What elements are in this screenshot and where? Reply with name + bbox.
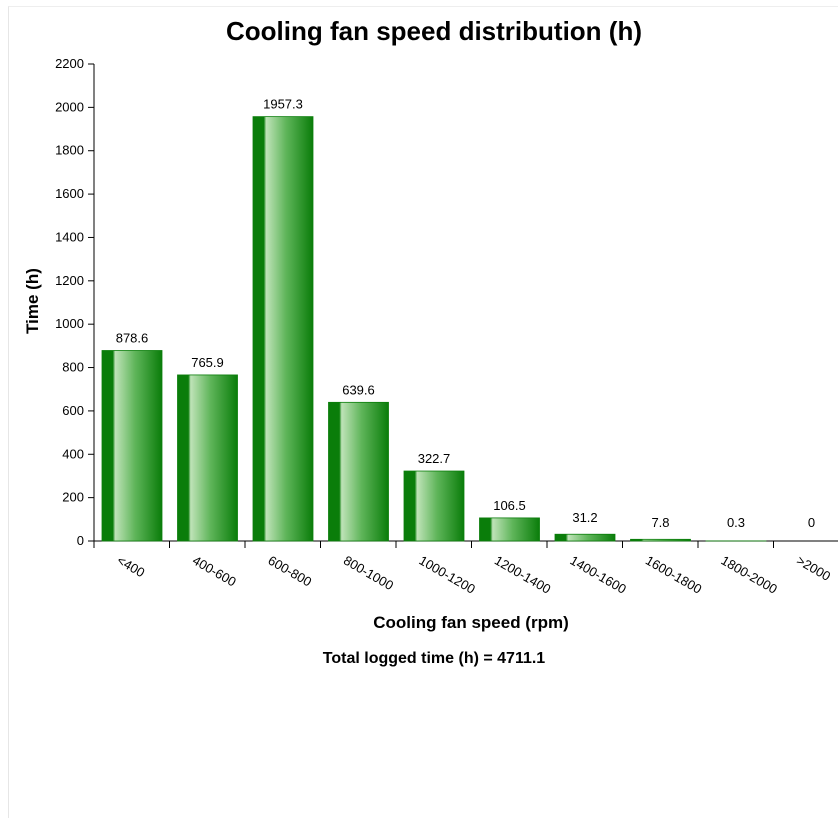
y-tick-label: 2000 [55,99,84,114]
x-tick-label: 400-600 [190,553,239,590]
y-tick-label: 400 [62,446,84,461]
x-tick-label: 1000-1200 [417,553,478,597]
bar [630,538,691,542]
x-tick-label: 1200-1400 [492,553,553,597]
bars-group: 878.6 765.9 1957.3 639.6 322.7 106.5 31.2 7.8 0.… [101,97,815,542]
data-label: 878.6 [116,331,149,346]
y-tick-label: 1600 [55,186,84,201]
x-tick-label: 1600-1800 [643,553,704,597]
y-axis-title: Time (h) [23,268,42,334]
y-tick-label: 1800 [55,143,84,158]
y-tick-label: 800 [62,360,84,375]
y-axis: 0 200 400 600 800 1000 1200 1400 1600 1800 2000 220… [55,56,95,548]
bar [101,350,163,542]
bar [479,517,540,542]
total-logged-time: Total logged time (h) = 4711.1 [323,650,546,667]
data-label: 106.5 [493,498,526,513]
data-label: 1957.3 [263,97,303,112]
chart-title: Cooling fan speed distribution (h) [226,16,642,46]
data-label: 31.2 [572,510,597,525]
data-label: 639.6 [342,382,375,397]
data-label: 322.7 [418,451,451,466]
bar [328,401,389,542]
bar [554,533,616,542]
y-tick-label: 1400 [55,229,84,244]
y-tick-label: 0 [77,533,84,548]
y-tick-label: 1000 [55,316,84,331]
bar [177,374,238,542]
bar [252,116,314,542]
x-tick-label: 800-1000 [341,553,396,593]
y-tick-label: 200 [62,490,84,505]
data-label: 0.3 [727,515,745,530]
data-label: 765.9 [191,355,224,370]
x-tick-label: >2000 [794,553,833,584]
data-label: 7.8 [651,515,669,530]
y-tick-label: 1200 [55,273,84,288]
data-label: 0 [808,515,815,530]
x-tick-label: 1800-2000 [719,553,780,597]
x-tick-label: 600-800 [266,553,315,590]
x-axis: <400 400-600 600-800 800-1000 1000-1200 1200-… [93,540,838,597]
x-tick-label: <400 [115,553,148,581]
x-axis-title: Cooling fan speed (rpm) [373,613,569,632]
x-tick-label: 1400-1600 [568,553,629,597]
chart-frame [8,6,838,818]
y-tick-label: 2200 [55,56,84,71]
bar [403,470,465,542]
y-tick-label: 600 [62,403,84,418]
